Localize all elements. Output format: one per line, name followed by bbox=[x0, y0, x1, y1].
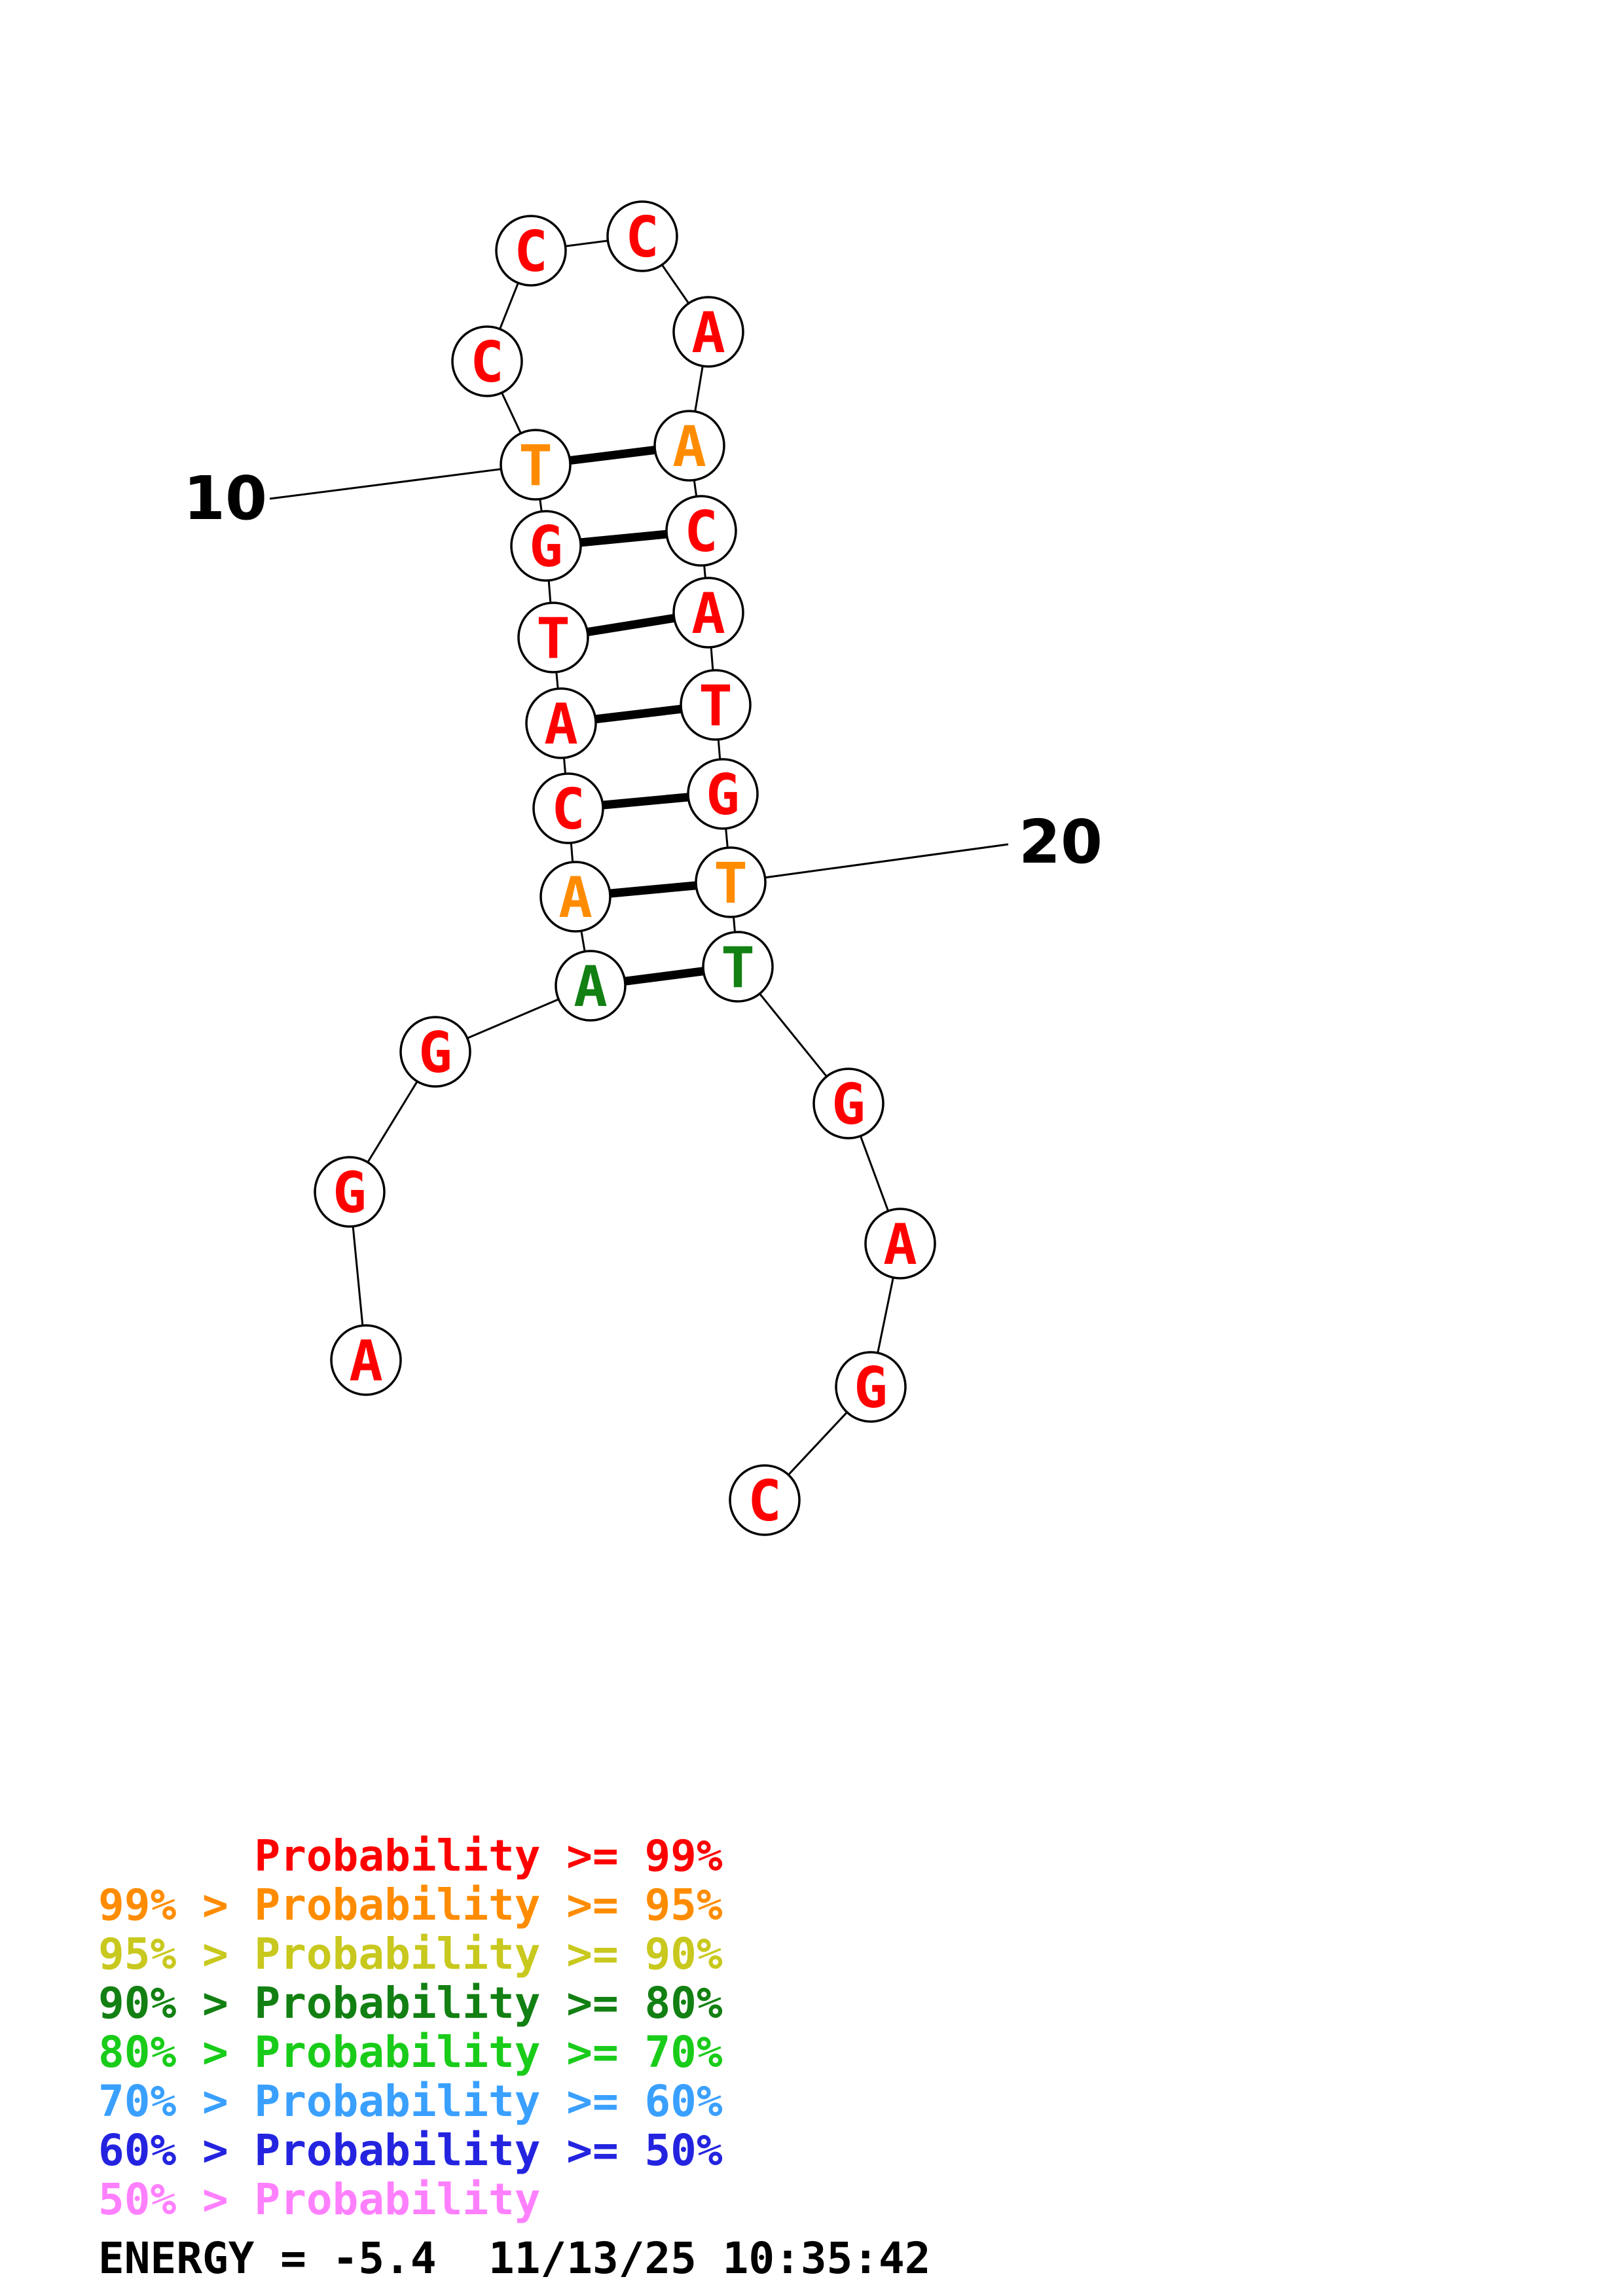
nucleotide-base: C bbox=[551, 777, 585, 842]
nucleotide-circle bbox=[539, 861, 611, 933]
legend-line-90: 95% > Probability >= 90% bbox=[98, 1929, 723, 1979]
nucleotide-circle bbox=[835, 1351, 907, 1423]
nucleotide-base: G bbox=[418, 1020, 452, 1086]
legend-line-99: Probability >= 99% bbox=[98, 1831, 723, 1881]
legend-line-50: 60% > Probability >= 50% bbox=[98, 2125, 723, 2176]
energy-status-line: ENERGY = -5.4 11/13/25 10:35:42 bbox=[98, 2233, 931, 2284]
nucleotide-circle bbox=[687, 758, 759, 830]
probability-legend: Probability >= 99% 99% > Probability >= … bbox=[98, 1831, 723, 2224]
nucleotide-circle bbox=[672, 296, 744, 368]
nucleotide-base: G bbox=[831, 1072, 866, 1138]
nucleotide-circle bbox=[653, 410, 725, 482]
nucleotide-base: A bbox=[558, 865, 593, 931]
nucleotide-circle bbox=[451, 325, 523, 397]
nucleotide-base: C bbox=[625, 205, 659, 270]
position-label-line bbox=[269, 463, 536, 500]
position-label: 10 bbox=[183, 463, 267, 533]
nucleotide-base: G bbox=[706, 762, 740, 828]
nucleotide-circle bbox=[330, 1324, 402, 1396]
nucleotide-circle bbox=[864, 1208, 936, 1280]
nucleotide-circle bbox=[672, 577, 744, 649]
nucleotide-base: C bbox=[514, 219, 548, 285]
nucleotide-circle bbox=[517, 601, 589, 673]
nucleotide-base: C bbox=[684, 499, 718, 565]
nucleotide-base: T bbox=[699, 673, 733, 739]
legend-line-95: 99% > Probability >= 95% bbox=[98, 1880, 723, 1930]
nucleotide-base: G bbox=[333, 1160, 367, 1226]
nucleotide-circle bbox=[525, 687, 597, 759]
nucleotide-circle bbox=[702, 931, 774, 1003]
nucleotide-circle bbox=[399, 1016, 471, 1088]
nucleotide-base: C bbox=[748, 1469, 782, 1534]
position-label-line bbox=[730, 843, 1009, 884]
nucleotide-base: A bbox=[691, 581, 725, 647]
nucleotide-base: A bbox=[349, 1329, 383, 1394]
nucleotide-base: T bbox=[519, 433, 553, 499]
legend-line-60: 70% > Probability >= 60% bbox=[98, 2076, 723, 2126]
nucleotide-circle bbox=[606, 200, 678, 272]
nucleotide-base: A bbox=[672, 414, 706, 480]
nucleotide-circle bbox=[500, 429, 572, 501]
nucleotide-base: T bbox=[536, 606, 570, 672]
position-label: 20 bbox=[1019, 807, 1103, 877]
nucleotide-circle bbox=[495, 215, 567, 287]
legend-line-70: 80% > Probability >= 70% bbox=[98, 2027, 723, 2077]
nucleotide-base: T bbox=[714, 851, 748, 916]
nucleotide-circle bbox=[555, 950, 627, 1022]
nucleotide-circle bbox=[695, 846, 767, 918]
nucleotide-circle bbox=[729, 1464, 801, 1536]
legend-line-80: 90% > Probability >= 80% bbox=[98, 1978, 723, 2028]
nucleotide-base: A bbox=[883, 1212, 917, 1278]
nucleotide-circle bbox=[510, 510, 582, 582]
nucleotide-circle bbox=[812, 1067, 884, 1139]
legend-line-below50: 50% > Probability bbox=[98, 2174, 541, 2225]
nucleotide-circle bbox=[680, 669, 752, 741]
nucleotide-base: G bbox=[529, 514, 563, 580]
nucleotide-circle bbox=[532, 772, 604, 844]
nucleotide-base: G bbox=[854, 1355, 888, 1421]
nucleotide-circle bbox=[665, 495, 737, 567]
nucleotide-base: A bbox=[544, 692, 578, 757]
nucleotide-circle bbox=[314, 1156, 386, 1228]
nucleotide-base: A bbox=[691, 300, 725, 366]
nucleotide-base: C bbox=[470, 330, 504, 395]
nucleotide-base: T bbox=[721, 935, 755, 1001]
nucleotide-base: A bbox=[574, 954, 608, 1020]
